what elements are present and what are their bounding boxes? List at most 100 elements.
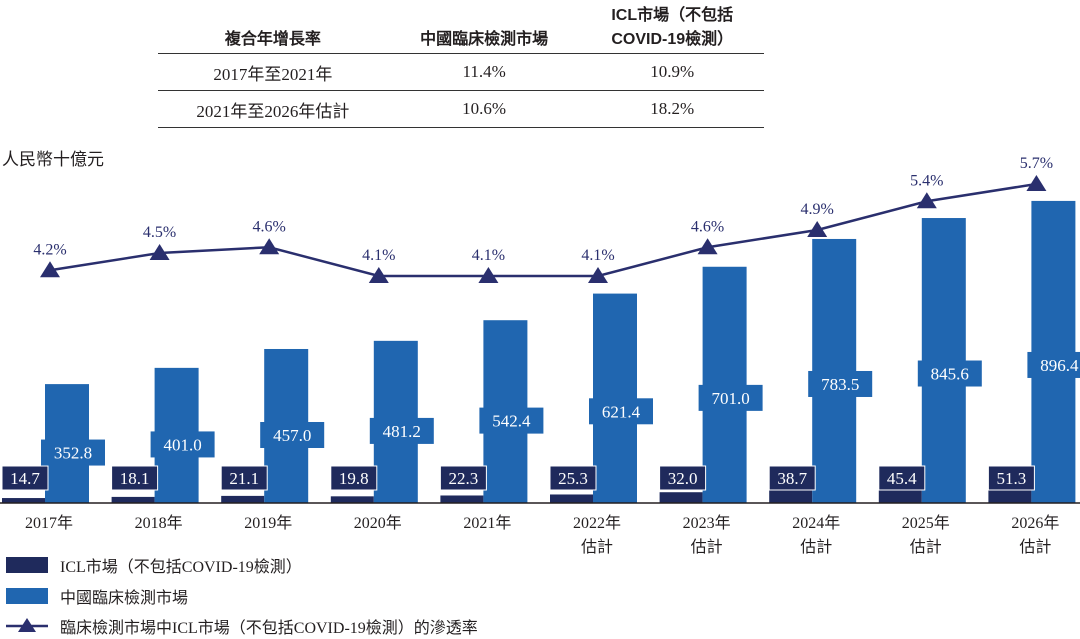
line-marker-triangle [916, 192, 937, 209]
icl-data-label: 19.8 [339, 469, 369, 488]
clinical-data-label: 542.4 [492, 412, 531, 431]
icl-bar [659, 492, 703, 503]
icl-label-box [1, 465, 49, 491]
table-header: 中國臨床檢測市場 [387, 0, 581, 54]
legend-item: ICL市場（不包括COVID-19檢測） [6, 553, 302, 577]
icl-data-label: 45.4 [887, 469, 917, 488]
icl-data-label: 32.0 [668, 469, 698, 488]
icl-bar [2, 498, 45, 503]
line-data-label: 4.9% [801, 201, 834, 218]
icl-bar [769, 489, 813, 503]
icl-bar [878, 487, 922, 503]
cell: 10.6% [387, 90, 581, 128]
x-tick-label: 2021年 [463, 514, 511, 532]
x-tick-label: 估計 [800, 538, 832, 556]
line-data-label: 5.4% [910, 172, 943, 189]
x-tick-label: 估計 [691, 538, 723, 556]
y-axis-label: 人民幣十億元 [2, 150, 104, 170]
clinical-label-box [1027, 351, 1080, 378]
icl-bar [550, 494, 593, 503]
x-tick-label: 2025年 [902, 514, 950, 532]
x-tick-label: 2017年 [25, 514, 73, 532]
clinical-data-label: 352.8 [54, 444, 92, 463]
icl-label-box [549, 465, 597, 491]
legend-label: 中國臨床檢測市場 [60, 590, 189, 607]
icl-data-label: 25.3 [558, 469, 588, 488]
legend-swatch [6, 588, 48, 604]
line-marker-triangle [478, 267, 499, 283]
clinical-label-box [369, 417, 434, 444]
cell: 2021年至2026年估計 [158, 90, 388, 128]
x-tick-label: 2019年 [244, 514, 292, 532]
line-data-label: 5.7% [1020, 155, 1053, 172]
icl-label-box [220, 465, 268, 491]
icl-label-box [659, 465, 707, 491]
icl-bar [440, 495, 484, 503]
line-marker-triangle [40, 261, 60, 278]
table-header: 複合年增長率 [158, 0, 388, 54]
line-data-label: 4.1% [581, 247, 614, 264]
cell: 10.9% [580, 53, 764, 91]
clinical-data-label: 621.4 [602, 402, 641, 421]
cell: 11.4% [387, 53, 581, 91]
icl-data-label: 22.3 [449, 469, 479, 488]
line-data-label: 4.1% [472, 247, 505, 264]
legend-swatch [6, 557, 48, 573]
icl-label-box [987, 465, 1035, 491]
icl-label-box [768, 465, 816, 491]
clinical-bar [812, 238, 857, 503]
clinical-label-box [41, 439, 105, 466]
line-data-label: 4.5% [143, 224, 176, 241]
x-tick-label: 2018年 [135, 514, 183, 532]
icl-bar [111, 496, 155, 503]
line-marker-triangle [588, 267, 608, 283]
line-data-label: 4.6% [253, 218, 286, 235]
icl-data-label: 51.3 [997, 469, 1027, 488]
x-tick-label: 2026年 [1011, 514, 1059, 532]
x-tick-label: 估計 [1019, 538, 1051, 556]
line-marker-triangle [149, 244, 170, 260]
table-header: ICL市場（不包括 COVID-19檢測） [580, 0, 764, 54]
icl-label-box [439, 465, 487, 491]
legend-line-triangle-icon [6, 618, 48, 632]
legend-label: ICL市場（不包括COVID-19檢測） [60, 559, 302, 576]
clinical-data-label: 701.0 [711, 389, 749, 408]
x-tick-label: 2024年 [792, 514, 840, 532]
line-marker-triangle [1026, 175, 1047, 191]
clinical-label-box [808, 370, 873, 397]
icl-bar [330, 496, 374, 503]
line-marker-triangle [259, 238, 280, 255]
legend-item: 中國臨床檢測市場 [6, 584, 188, 608]
table-row: 2017年至2021年 11.4% 10.9% [158, 53, 764, 91]
x-tick-label: 2020年 [354, 514, 402, 532]
line-data-label: 4.1% [362, 247, 395, 264]
clinical-label-box [917, 360, 982, 387]
clinical-label-box [150, 431, 215, 458]
clinical-data-label: 457.0 [273, 426, 311, 445]
icl-label-box [330, 465, 378, 491]
line-marker-triangle [368, 267, 389, 283]
icl-data-label: 14.7 [10, 469, 40, 488]
icl-label-box [878, 465, 926, 491]
x-tick-label: 估計 [581, 538, 613, 556]
clinical-label-box [260, 421, 325, 448]
penetration-line [49, 182, 1037, 278]
icl-label-box [111, 465, 159, 491]
icl-data-label: 38.7 [777, 469, 807, 488]
x-tick-label: 2023年 [683, 514, 731, 532]
cell: 2017年至2021年 [158, 53, 388, 91]
clinical-label-box [479, 407, 544, 434]
icl-bar [221, 495, 265, 503]
cagr-table: 複合年增長率 中國臨床檢測市場 ICL市場（不包括 COVID-19檢測） 20… [158, 0, 764, 128]
clinical-data-label: 845.6 [931, 365, 969, 384]
cell: 18.2% [580, 90, 764, 128]
line-marker-triangle [807, 221, 828, 237]
clinical-data-label: 481.2 [383, 422, 421, 441]
line-marker-triangle [697, 238, 718, 255]
legend-item: 臨床檢測市場中ICL市場（不包括COVID-19檢測）的滲透率 [6, 614, 478, 638]
icl-data-label: 21.1 [229, 469, 259, 488]
legend-label: 臨床檢測市場中ICL市場（不包括COVID-19檢測）的滲透率 [60, 620, 478, 637]
clinical-data-label: 401.0 [163, 435, 201, 454]
x-tick-label: 估計 [910, 538, 942, 556]
